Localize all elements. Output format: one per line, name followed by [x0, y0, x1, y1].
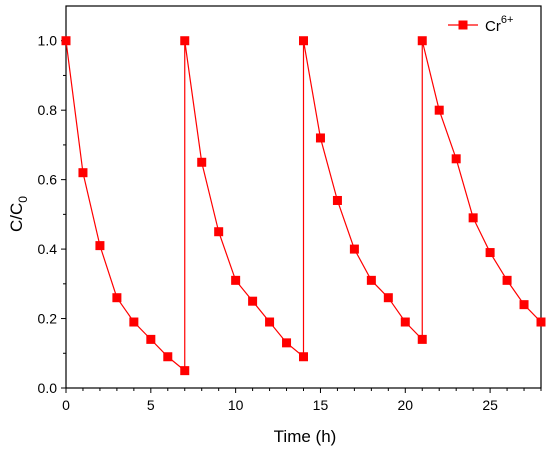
data-point [197, 157, 207, 167]
x-tick-label: 20 [397, 397, 413, 413]
x-tick-label: 15 [313, 397, 329, 413]
data-point [417, 334, 427, 344]
data-point [383, 293, 393, 303]
y-tick-label: 0.0 [38, 380, 58, 396]
data-point [180, 36, 190, 46]
y-tick-label: 0.6 [38, 172, 58, 188]
data-point [485, 248, 495, 258]
data-point [265, 317, 275, 327]
data-point [180, 366, 190, 376]
y-tick-label: 0.8 [38, 102, 58, 118]
data-point [451, 154, 461, 164]
data-point [282, 338, 292, 348]
y-axis-title: C/C0 [7, 196, 30, 232]
y-tick-label: 0.4 [38, 241, 58, 257]
data-point [434, 105, 444, 115]
data-point [315, 133, 325, 143]
data-point [349, 244, 359, 254]
legend-label-main: Cr [485, 18, 501, 35]
data-point [61, 36, 71, 46]
data-point [299, 352, 308, 362]
x-tick-label: 25 [482, 397, 498, 413]
data-point [163, 352, 173, 362]
data-point [519, 300, 529, 310]
x-tick-label: 0 [62, 397, 70, 413]
data-point [146, 334, 156, 344]
legend: Cr6+ [448, 14, 513, 35]
data-point [468, 213, 478, 223]
x-axis-ticks: 0 5 10 15 20 25 [62, 388, 542, 413]
data-point [214, 227, 224, 237]
data-point [231, 275, 241, 285]
legend-marker [458, 20, 468, 30]
data-point [248, 296, 258, 306]
legend-label-superscript: 6+ [501, 14, 514, 26]
data-point [332, 195, 342, 205]
x-axis-title: Time (h) [274, 427, 337, 446]
data-point [112, 293, 122, 303]
data-point [417, 36, 427, 46]
data-point [366, 275, 376, 285]
data-point [129, 317, 139, 327]
y-tick-label: 0.2 [38, 311, 58, 327]
data-point [95, 241, 105, 251]
data-point [400, 317, 410, 327]
x-tick-label: 10 [228, 397, 244, 413]
y-tick-label: 1.0 [38, 33, 58, 49]
data-point [536, 317, 546, 327]
x-tick-label: 5 [147, 397, 155, 413]
data-point [502, 275, 512, 285]
y-axis-title-subscript: 0 [16, 196, 30, 203]
legend-label: Cr6+ [485, 14, 513, 35]
y-axis-title-main: C/C [7, 203, 26, 232]
data-point [78, 168, 88, 178]
series-layer [61, 36, 546, 376]
data-point [299, 36, 308, 46]
y-axis-ticks: 0.0 0.2 0.4 0.6 0.8 1.0 [38, 33, 66, 396]
